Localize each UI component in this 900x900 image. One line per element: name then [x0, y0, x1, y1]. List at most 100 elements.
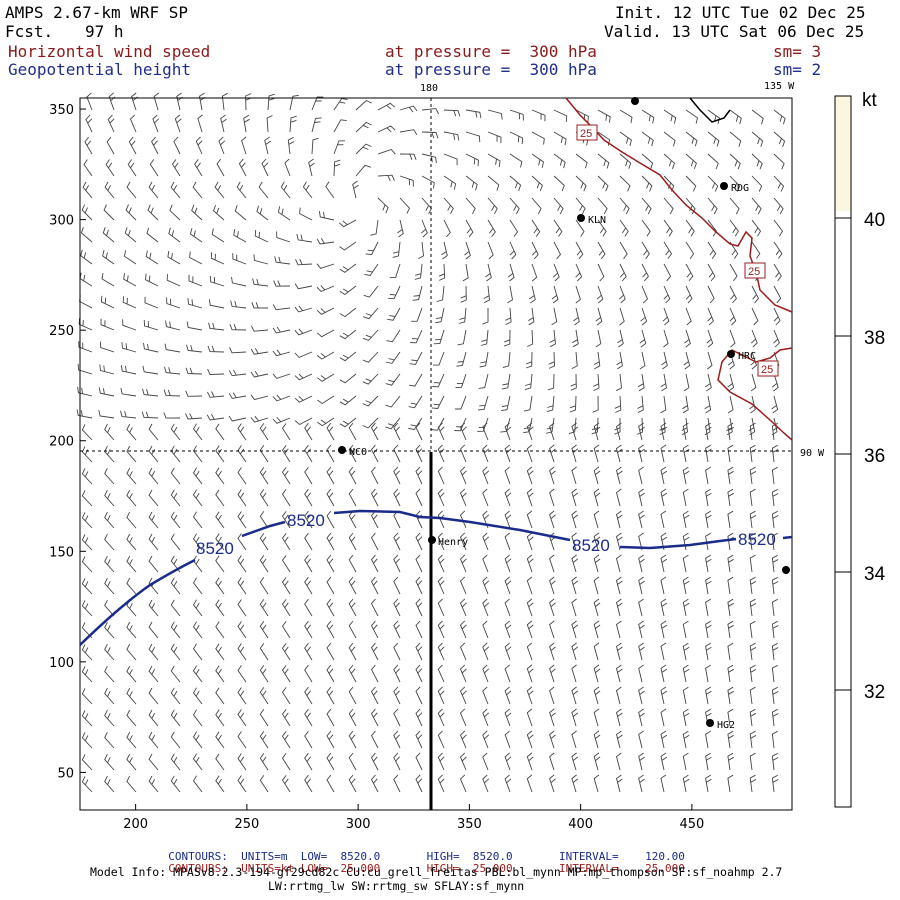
wind-barb	[593, 664, 601, 683]
height-contour	[79, 509, 793, 646]
wind-barb	[459, 752, 467, 771]
wind-barb	[705, 554, 712, 573]
wind-barb	[304, 686, 313, 705]
wind-barb	[619, 307, 625, 326]
wind-barb	[683, 351, 691, 370]
wind-barb	[317, 417, 335, 427]
wind-barb	[393, 708, 401, 727]
wind-barb	[619, 153, 632, 169]
wind-barb	[750, 373, 757, 392]
wind-barb	[750, 329, 758, 348]
wind-barb	[597, 263, 605, 282]
wind-barb	[148, 731, 159, 749]
wind-barb	[771, 730, 778, 749]
wind-barb	[370, 752, 379, 771]
wind-barb	[641, 197, 652, 215]
contour-info-interval: INTERVAL= 120.00	[559, 850, 685, 863]
wind-barb	[482, 752, 489, 771]
wind-barb	[682, 395, 689, 414]
wind-barb	[553, 153, 566, 169]
wind-barb	[749, 444, 757, 463]
wind-barb	[215, 687, 225, 705]
wind-barb	[215, 775, 225, 793]
wind-barb	[221, 92, 228, 111]
wind-barb	[682, 554, 689, 573]
wind-barb	[415, 422, 423, 441]
wind-barb	[148, 599, 159, 617]
wind-barb	[81, 468, 93, 485]
wind-barb	[437, 532, 445, 551]
wind-barb	[316, 285, 335, 293]
wind-barb	[729, 307, 737, 326]
wind-barb	[571, 351, 578, 370]
wind-barb	[727, 422, 734, 441]
wind-barb	[682, 642, 690, 661]
wind-barb	[148, 643, 159, 661]
wind-barb	[234, 205, 247, 221]
wind-barb	[237, 643, 247, 661]
wind-barb	[482, 554, 489, 573]
wind-barb	[281, 445, 291, 463]
wind-barb	[355, 121, 372, 133]
wind-barb	[326, 708, 335, 727]
wind-barb	[348, 620, 357, 639]
wind-barb	[459, 664, 467, 683]
wind-barb	[264, 136, 271, 155]
contour-label: 8520	[287, 511, 325, 530]
wind-barb	[571, 730, 577, 749]
wind-barb	[126, 709, 137, 727]
wind-barb	[104, 709, 115, 727]
wind-barb	[549, 444, 556, 463]
wind-barb	[209, 275, 225, 287]
wind-barb	[81, 512, 93, 529]
wind-barb	[729, 131, 742, 147]
wind-barb	[462, 263, 469, 282]
wind-barb	[215, 533, 225, 551]
wind-barb	[773, 307, 781, 326]
wind-barb	[415, 598, 423, 617]
wind-barb	[170, 753, 181, 771]
wind-barb	[362, 373, 379, 385]
wind-barb	[326, 576, 335, 595]
wind-barb	[295, 258, 313, 266]
wind-barb	[256, 205, 269, 221]
wind-barb	[148, 489, 159, 507]
wind-barb	[415, 576, 423, 595]
station-label-hrc: HRC	[738, 351, 756, 362]
wind-barb	[148, 709, 159, 727]
wind-barb	[145, 250, 159, 265]
wind-barb	[478, 373, 489, 389]
wind-barb	[526, 664, 534, 683]
wind-barb	[773, 153, 785, 170]
wind-barb	[660, 466, 668, 485]
lon-label-90w: 90 W	[800, 448, 825, 459]
wind-barb	[370, 532, 379, 551]
wind-barb	[705, 576, 712, 595]
wind-barb	[593, 466, 601, 485]
wind-barb	[186, 344, 203, 353]
wind-barb	[81, 490, 93, 507]
wind-barb	[504, 532, 511, 551]
wind-barb	[192, 181, 203, 199]
contour-info-low: LOW= 8520.0	[300, 850, 381, 863]
wind-barb	[660, 444, 667, 463]
wind-barb	[553, 197, 564, 215]
wind-barb	[259, 775, 269, 793]
wind-barb	[237, 577, 247, 595]
wind-barb	[615, 664, 623, 683]
wind-barb	[259, 533, 269, 551]
wind-barb	[142, 365, 159, 375]
wind-barb	[575, 219, 585, 237]
station-dot	[727, 350, 735, 358]
wind-barb	[619, 197, 630, 215]
wind-barb	[526, 554, 534, 573]
wind-barb	[104, 577, 115, 595]
wind-barb	[76, 409, 93, 419]
colorbar-tick-label: 34	[864, 564, 886, 585]
wind-barb	[421, 108, 440, 115]
wind-barb	[339, 329, 357, 340]
wind-barb	[212, 204, 225, 221]
wind-barb	[682, 466, 690, 485]
wind-barb	[170, 467, 181, 485]
wind-barb	[78, 341, 93, 353]
